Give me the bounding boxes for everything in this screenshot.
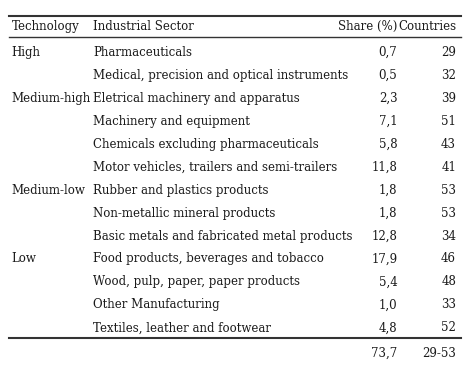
Text: Low: Low (12, 252, 37, 265)
Text: 41: 41 (441, 160, 456, 174)
Text: Countries: Countries (398, 20, 456, 33)
Text: High: High (12, 46, 41, 59)
Text: 33: 33 (441, 298, 456, 311)
Text: 12,8: 12,8 (372, 230, 398, 243)
Text: 0,5: 0,5 (379, 69, 398, 82)
Text: 32: 32 (441, 69, 456, 82)
Text: Pharmaceuticals: Pharmaceuticals (93, 46, 192, 59)
Text: Rubber and plastics products: Rubber and plastics products (93, 184, 268, 197)
Text: Non-metallic mineral products: Non-metallic mineral products (93, 206, 275, 220)
Text: 0,7: 0,7 (379, 46, 398, 59)
Text: 11,8: 11,8 (372, 160, 398, 174)
Text: 1,0: 1,0 (379, 298, 398, 311)
Text: Motor vehicles, trailers and semi-trailers: Motor vehicles, trailers and semi-traile… (93, 160, 337, 174)
Text: 2,3: 2,3 (379, 92, 398, 105)
Text: Medium-high: Medium-high (12, 92, 91, 105)
Text: 29: 29 (441, 46, 456, 59)
Text: 39: 39 (441, 92, 456, 105)
Text: Chemicals excluding pharmaceuticals: Chemicals excluding pharmaceuticals (93, 138, 319, 151)
Text: 7,1: 7,1 (379, 115, 398, 128)
Text: 46: 46 (441, 252, 456, 265)
Text: Medium-low: Medium-low (12, 184, 86, 197)
Text: 1,8: 1,8 (379, 184, 398, 197)
Text: Industrial Sector: Industrial Sector (93, 20, 194, 33)
Text: 1,8: 1,8 (379, 206, 398, 220)
Text: Medical, precision and optical instruments: Medical, precision and optical instrumen… (93, 69, 348, 82)
Text: Basic metals and fabricated metal products: Basic metals and fabricated metal produc… (93, 230, 352, 243)
Text: Share (%): Share (%) (338, 20, 398, 33)
Text: 73,7: 73,7 (371, 347, 398, 360)
Text: 5,8: 5,8 (379, 138, 398, 151)
Text: 5,4: 5,4 (379, 275, 398, 289)
Text: 51: 51 (441, 115, 456, 128)
Text: Eletrical machinery and apparatus: Eletrical machinery and apparatus (93, 92, 299, 105)
Text: Other Manufacturing: Other Manufacturing (93, 298, 219, 311)
Text: 29-53: 29-53 (422, 347, 456, 360)
Text: Machinery and equipment: Machinery and equipment (93, 115, 250, 128)
Text: 34: 34 (441, 230, 456, 243)
Text: 53: 53 (441, 206, 456, 220)
Text: 52: 52 (441, 321, 456, 335)
Text: 48: 48 (441, 275, 456, 289)
Text: 43: 43 (441, 138, 456, 151)
Text: Wood, pulp, paper, paper products: Wood, pulp, paper, paper products (93, 275, 300, 289)
Text: Technology: Technology (12, 20, 79, 33)
Text: 17,9: 17,9 (371, 252, 398, 265)
Text: Food products, beverages and tobacco: Food products, beverages and tobacco (93, 252, 324, 265)
Text: Textiles, leather and footwear: Textiles, leather and footwear (93, 321, 271, 335)
Text: 53: 53 (441, 184, 456, 197)
Text: 4,8: 4,8 (379, 321, 398, 335)
